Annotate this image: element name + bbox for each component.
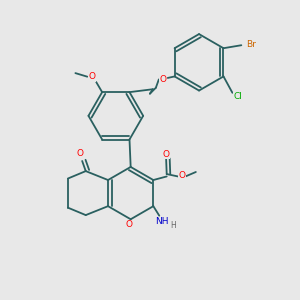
Text: H: H bbox=[170, 221, 176, 230]
Text: O: O bbox=[88, 72, 95, 81]
Text: NH: NH bbox=[155, 217, 168, 226]
Text: O: O bbox=[126, 220, 133, 229]
Text: O: O bbox=[76, 149, 83, 158]
Text: Br: Br bbox=[246, 40, 256, 49]
Text: O: O bbox=[163, 150, 170, 159]
Text: O: O bbox=[178, 171, 185, 180]
Text: O: O bbox=[160, 75, 167, 84]
Text: Cl: Cl bbox=[234, 92, 243, 101]
